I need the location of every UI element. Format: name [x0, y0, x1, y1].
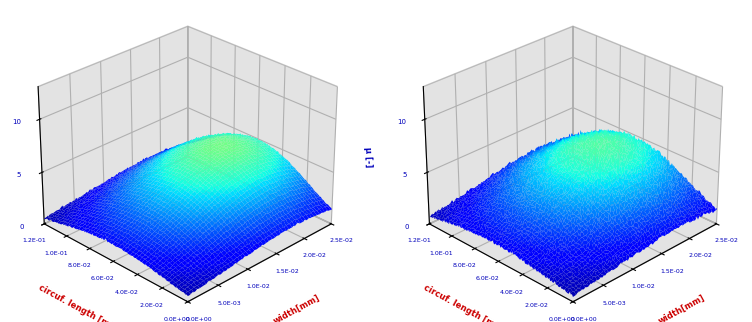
Y-axis label: circuf. length [mm]: circuf. length [mm]	[37, 284, 122, 322]
Y-axis label: circuf. length [mm]: circuf. length [mm]	[422, 284, 507, 322]
X-axis label: width[mm]: width[mm]	[656, 293, 706, 322]
X-axis label: width[mm]: width[mm]	[271, 293, 321, 322]
